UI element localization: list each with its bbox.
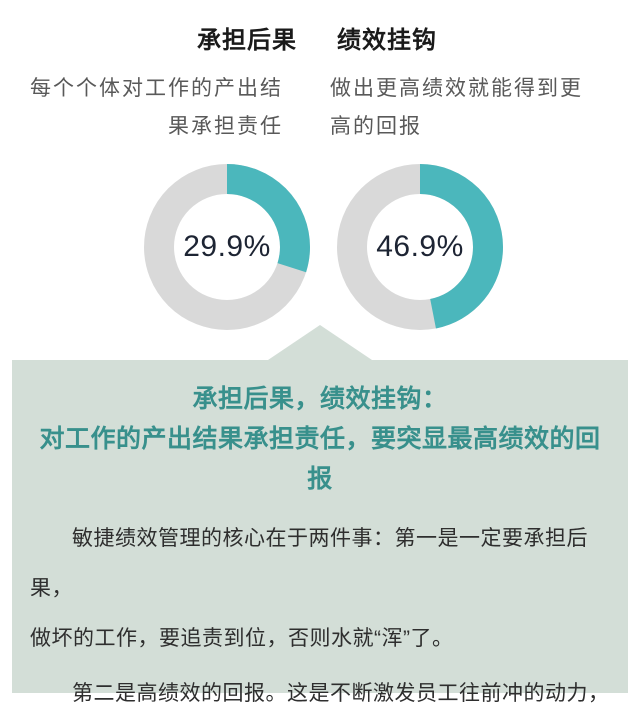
panel-paragraph-1: 敏捷绩效管理的核心在于两件事：第一是一定要承担后果， 做坏的工作，要追责到位，否… xyxy=(30,527,588,650)
donut-percent-label: 29.9% xyxy=(183,230,271,263)
donut-chart-accountability: 29.9% xyxy=(142,162,312,332)
donut-svg xyxy=(337,164,503,330)
panel-notch-triangle xyxy=(268,325,372,360)
donut-value-arc xyxy=(144,164,310,330)
column-description-performance-link: 做出更高绩效就能得到更 高的回报 xyxy=(330,77,583,138)
donut-value-arc xyxy=(337,164,503,330)
column-header-performance-link: 绩效挂钩 xyxy=(337,27,437,54)
panel-title: 承担后果，绩效挂钩： 对工作的产出结果承担责任，要突显最高绩效的回报 xyxy=(39,386,601,493)
panel-paragraph-2: 第二是高绩效的回报。这是不断激发员工往前冲的动力，高 绩效与平均绩效的回报之间要… xyxy=(72,682,610,704)
panel-body: 敏捷绩效管理的核心在于两件事：第一是一定要承担后果， 做坏的工作，要追责到位，否… xyxy=(30,514,610,704)
donut-percent-label: 46.9% xyxy=(376,230,464,263)
column-description-accountability: 每个个体对工作的产出结 果承担责任 xyxy=(30,77,283,138)
donut-chart-performance-link: 46.9% xyxy=(335,162,505,332)
column-header-accountability: 承担后果 xyxy=(197,27,297,54)
summary-panel: 承担后果，绩效挂钩： 对工作的产出结果承担责任，要突显最高绩效的回报 敏捷绩效管… xyxy=(12,325,628,704)
donut-svg xyxy=(144,164,310,330)
